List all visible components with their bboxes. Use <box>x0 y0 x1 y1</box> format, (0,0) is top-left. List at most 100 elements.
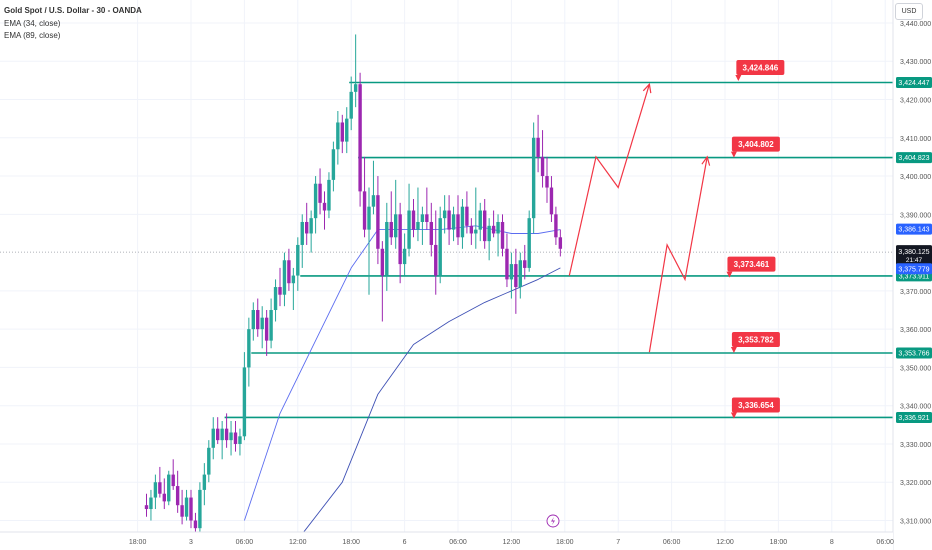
candle-body <box>313 183 318 219</box>
candle <box>398 202 402 284</box>
candle-body <box>514 264 518 288</box>
candle <box>251 302 255 341</box>
candle-body <box>340 122 344 142</box>
candle <box>509 252 514 299</box>
callout-pointer <box>726 271 733 278</box>
projection-arrow-1 <box>568 84 650 276</box>
y-tick-label: 3,420.000 <box>900 98 931 105</box>
candle-body <box>233 432 238 444</box>
y-tick-label: 3,340.000 <box>900 404 931 411</box>
candle <box>144 493 149 517</box>
candle-body <box>184 497 189 517</box>
currency-button[interactable]: USD <box>895 3 923 20</box>
current-price-value: 3,380.125 <box>898 249 929 256</box>
candle <box>180 489 184 525</box>
candle <box>322 191 327 230</box>
candle <box>291 267 296 311</box>
candle-body <box>518 260 522 288</box>
time-axis: 18:00 3 06:00 12:00 18:00 6 06:00 12:00 18:00 7 06… <box>0 531 894 550</box>
candle <box>447 195 451 245</box>
candle-body <box>505 248 509 280</box>
candle <box>273 279 278 322</box>
candle <box>554 206 558 245</box>
chart-title: Gold Spot / U.S. Dollar - 30 - OANDA <box>4 6 142 15</box>
candles <box>144 34 563 536</box>
candle-body <box>376 195 380 249</box>
candle-body <box>549 187 554 215</box>
candle-body <box>385 221 389 276</box>
candle <box>189 489 193 529</box>
candle <box>282 252 287 307</box>
candle <box>198 482 202 532</box>
candle <box>211 417 215 460</box>
candle-body <box>318 183 322 203</box>
callout-label: 3,373.461 <box>734 260 770 269</box>
time-axis-bg <box>0 532 893 550</box>
candle <box>531 122 536 234</box>
x-tick-label: 8 <box>830 539 834 546</box>
candle <box>469 218 474 245</box>
candle-body <box>496 221 500 234</box>
ema-price-tag: 3,375.779 <box>896 263 932 275</box>
candle <box>327 172 331 219</box>
candle <box>247 317 251 387</box>
candle-body <box>402 248 407 265</box>
candle-body <box>442 210 447 219</box>
candle <box>184 489 189 521</box>
candle <box>514 248 518 314</box>
candle <box>158 466 162 498</box>
candle <box>296 237 300 291</box>
x-tick-label: 18:00 <box>342 539 360 546</box>
candle-body <box>220 428 224 441</box>
candle <box>505 233 509 288</box>
candle-body <box>144 505 149 510</box>
candle <box>175 470 180 513</box>
ema-34-legend[interactable]: EMA (34, close) <box>4 19 61 28</box>
candle <box>407 183 411 257</box>
candle-body <box>434 244 438 276</box>
candle <box>207 440 211 483</box>
x-tick-label: 18:00 <box>556 539 574 546</box>
y-tick-label: 3,320.000 <box>900 480 931 487</box>
candle <box>523 244 527 280</box>
candle-body <box>509 264 514 280</box>
candle <box>149 489 153 521</box>
candle-body <box>429 221 433 245</box>
candle <box>518 252 522 299</box>
x-tick-label: 06:00 <box>876 539 894 546</box>
y-tick-label: 3,410.000 <box>900 136 931 143</box>
candle-body <box>327 179 331 211</box>
level-price-tag-text: 3,424.447 <box>898 80 929 87</box>
candle-body <box>282 260 287 295</box>
candle-body <box>322 202 327 211</box>
projection-arrow-2 <box>648 156 708 353</box>
ema-89-legend[interactable]: EMA (89, close) <box>4 31 61 40</box>
level-callout: 3,336.654 <box>730 397 780 419</box>
candle <box>224 413 229 448</box>
x-tick-label: 06:00 <box>663 539 681 546</box>
candle <box>536 114 540 173</box>
candle-body <box>167 474 171 502</box>
candle <box>313 176 318 234</box>
candle <box>429 202 433 257</box>
ema-34-line <box>243 225 561 521</box>
candle-body <box>287 260 291 284</box>
candle <box>465 191 469 234</box>
candle-body <box>264 317 269 341</box>
candle <box>402 233 407 276</box>
candle-countdown: 21:47 <box>906 257 923 264</box>
candle <box>558 229 563 257</box>
candle-body <box>416 221 420 230</box>
candle-body <box>211 428 215 448</box>
callout-pointer <box>735 74 742 81</box>
candle-body <box>438 218 442 276</box>
candle-body <box>380 248 385 276</box>
candle <box>331 141 336 192</box>
candle-body <box>398 214 402 265</box>
level-price-tag-bg <box>896 347 932 359</box>
candle <box>549 176 554 222</box>
level-callout: 3,424.846 <box>735 59 785 81</box>
candle-body <box>523 260 527 268</box>
